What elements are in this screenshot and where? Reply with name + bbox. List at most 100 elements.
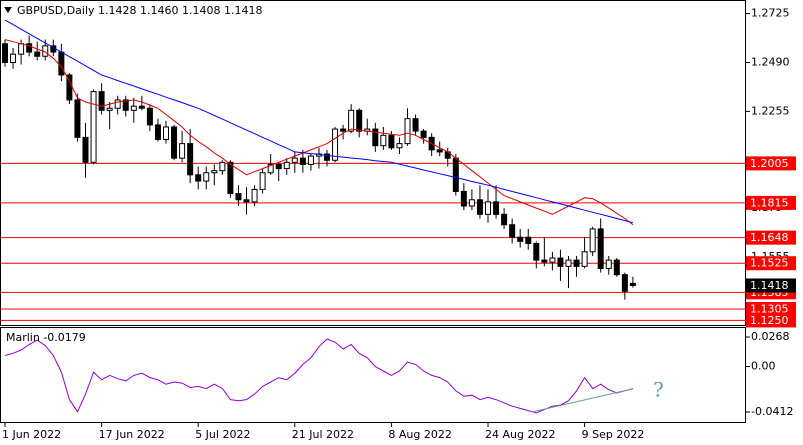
- candle-body-down: [74, 99, 81, 138]
- candle-body-up: [565, 259, 572, 267]
- level-label-box: [746, 195, 796, 210]
- candle-body-down: [460, 190, 467, 207]
- candle-body-down: [420, 130, 427, 138]
- candle-body-up: [396, 143, 403, 149]
- candle-body-down: [509, 224, 516, 238]
- candle-body-down: [171, 126, 178, 159]
- divergence-line: [531, 388, 633, 413]
- candle-body-up: [219, 161, 226, 172]
- candle-body-up: [581, 251, 588, 267]
- candle-body-down: [541, 259, 548, 263]
- level-label: 1.1815: [750, 196, 789, 209]
- candle-body-up: [18, 43, 25, 55]
- candle-body-down: [621, 274, 628, 292]
- candle-body-up: [267, 163, 274, 174]
- candle-body-up: [485, 201, 491, 215]
- candle-body-up: [380, 134, 387, 147]
- moving-average-line: [4, 19, 634, 224]
- candle-body-up: [203, 172, 210, 182]
- candle-body-down: [138, 105, 145, 109]
- candle-body-down: [613, 259, 620, 276]
- x-tick-label: 8 Aug 2022: [388, 428, 451, 441]
- level-label: 1.2005: [750, 157, 789, 170]
- candle-body-down: [557, 257, 564, 267]
- x-tick-label: 9 Sep 2022: [582, 428, 645, 441]
- candle-body-up: [211, 170, 218, 174]
- level-label: 1.1525: [750, 257, 789, 270]
- main-plot: [1, 19, 746, 321]
- candle-body-up: [251, 188, 258, 203]
- candle-body-up: [589, 228, 596, 253]
- candle-body-down: [2, 43, 8, 63]
- candle-body-down: [146, 107, 153, 126]
- candle-body-up: [404, 118, 411, 145]
- candle-body-down: [629, 282, 636, 286]
- candle-body-down: [324, 153, 330, 161]
- level-label-box: [746, 313, 796, 328]
- level-label: 1.1648: [750, 231, 789, 244]
- candle-body-down: [122, 99, 129, 111]
- candle-body-down: [34, 51, 41, 57]
- candle-body-up: [605, 259, 612, 269]
- moving-average-line: [4, 39, 634, 226]
- candle-body-down: [299, 157, 306, 165]
- y-tick-label: 0.00: [751, 360, 776, 373]
- candle-body-up: [549, 257, 556, 263]
- level-label-box: [746, 256, 796, 271]
- candle-body-down: [154, 124, 161, 140]
- candle-body-down: [187, 143, 194, 176]
- level-label-box: [746, 230, 796, 245]
- candle-body-up: [163, 126, 169, 140]
- indicator-title: Marlin -0.0179: [6, 331, 86, 344]
- y-tick-label: 1.2490: [751, 55, 790, 68]
- last-price-label: 1.1418: [750, 279, 789, 292]
- candle-body-up: [259, 172, 266, 190]
- level-label-box: [746, 301, 796, 316]
- candle-body-down: [195, 174, 202, 182]
- y-tick-label: 1.2725: [751, 7, 790, 20]
- x-tick-label: 17 Jun 2022: [99, 428, 165, 441]
- indicator-line: [4, 338, 634, 414]
- candle-body-up: [130, 105, 137, 111]
- candle-body-down: [235, 193, 242, 201]
- x-tick-label: 24 Aug 2022: [485, 428, 555, 441]
- x-tick-label: 1 Jun 2022: [2, 428, 61, 441]
- candle-body-down: [476, 199, 483, 215]
- candle-body-up: [283, 161, 290, 170]
- candle-body-up: [468, 199, 475, 207]
- candle-body-up: [291, 157, 298, 163]
- candle-body-down: [275, 163, 282, 170]
- level-label: 1.1305: [750, 302, 789, 315]
- candle-body-down: [573, 259, 580, 267]
- chart-title: GBPUSD,Daily 1.1428 1.1460 1.1408 1.1418: [17, 4, 262, 17]
- candle-body-down: [372, 128, 379, 147]
- candle-body-down: [26, 43, 33, 53]
- candle-body-up: [90, 91, 97, 163]
- indicator-plot: [4, 338, 634, 414]
- candle-body-down: [340, 128, 347, 132]
- candle-body-down: [517, 236, 524, 242]
- y-tick-label: -0.0412: [751, 405, 793, 418]
- candle-body-down: [533, 242, 540, 261]
- candle-body-down: [493, 201, 500, 215]
- candle-body-up: [106, 107, 113, 111]
- candle-body-up: [348, 109, 355, 132]
- candle-body-down: [356, 109, 363, 132]
- candle-body-up: [10, 53, 17, 63]
- candle-body-up: [179, 143, 186, 159]
- x-tick-label: 21 Jul 2022: [292, 428, 354, 441]
- candle-body-down: [58, 51, 65, 76]
- candle-body-up: [332, 128, 339, 161]
- candle-body-down: [98, 91, 105, 111]
- x-tick-label: 5 Jul 2022: [195, 428, 250, 441]
- candle-body-up: [307, 155, 314, 165]
- candle-body-down: [227, 161, 234, 195]
- candle-body-down: [82, 136, 89, 163]
- candle-body-down: [243, 199, 250, 203]
- candle-body-down: [501, 213, 508, 226]
- annotation: ?: [653, 378, 664, 402]
- level-label-box: [746, 156, 796, 171]
